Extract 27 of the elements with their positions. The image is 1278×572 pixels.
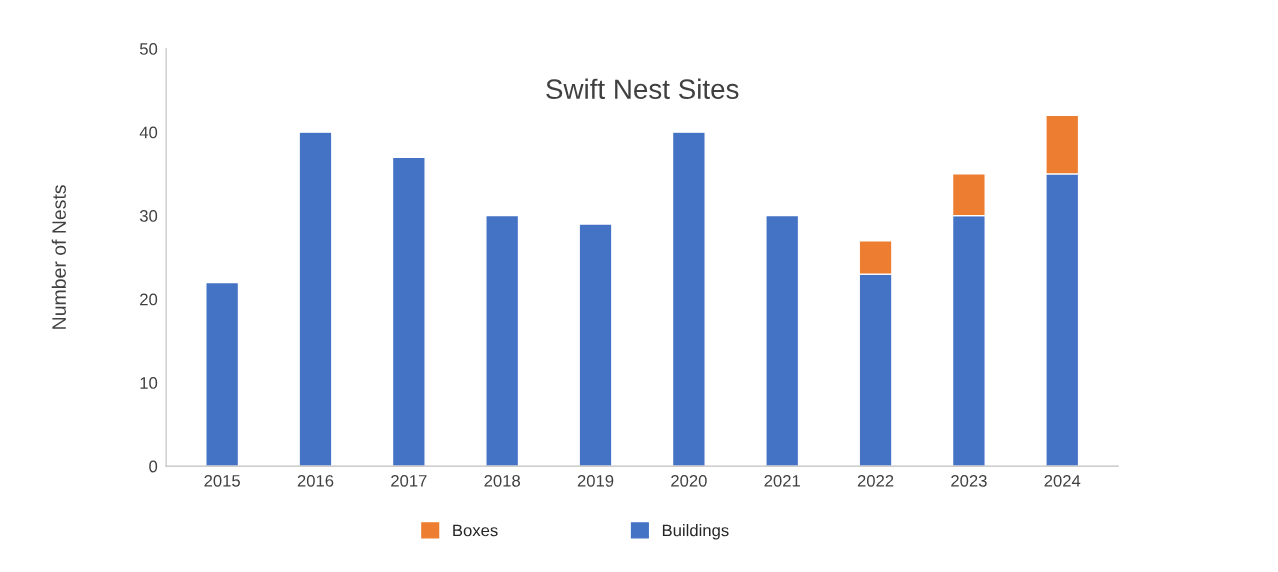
x-tick-label: 2024 [1044,474,1081,487]
bar [391,156,426,467]
legend-label: Boxes [453,524,498,537]
bar [671,131,706,467]
y-tick-label: 40 [139,126,158,139]
bar [485,214,520,467]
y-tick-label: 50 [139,43,158,55]
y-tick-label: 10 [140,377,158,389]
x-tick-label: 2020 [671,474,707,487]
x-tick-label: 2016 [297,474,334,487]
x-tick-label: 2021 [764,474,800,487]
x-tick-label: 2022 [857,474,894,487]
x-tick-label: 2017 [391,474,427,487]
y-tick-label: 20 [140,293,158,306]
y-tick-label: 0 [149,460,158,473]
x-tick-label: 2019 [577,474,614,487]
bar [205,281,240,467]
y-tick-label: 30 [139,210,158,222]
bar [298,131,333,467]
text: Swift Nest Sites [546,78,739,100]
bar [578,223,613,467]
x-tick-label: 2023 [951,474,987,487]
legend-label: Buildings [662,524,729,540]
x-tick-label: 2018 [484,474,520,487]
bar [765,214,800,467]
y-axis-title: Number of Nests [51,185,66,329]
x-tick-label: 2015 [204,474,240,487]
